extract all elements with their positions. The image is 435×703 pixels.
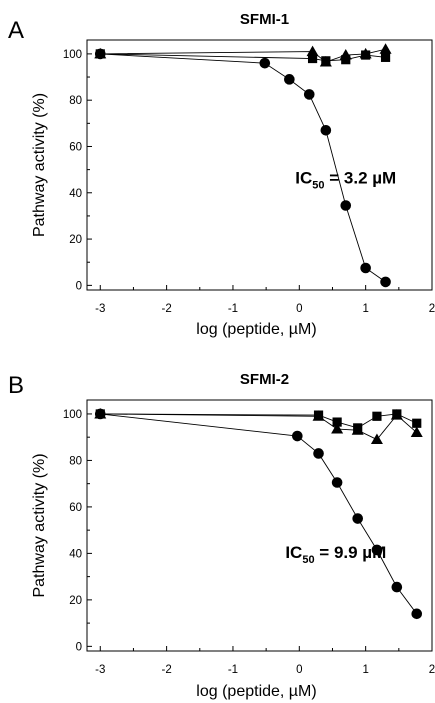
y-tick-label: 80 <box>69 455 82 467</box>
data-point-circle <box>340 200 352 211</box>
data-point-circle <box>313 448 324 459</box>
x-tick-label: -2 <box>161 664 171 676</box>
x-axis-label: log (peptide, µM) <box>196 321 316 338</box>
data-point-circle <box>371 544 383 556</box>
data-point-square <box>372 411 382 421</box>
data-point-circle <box>360 262 371 274</box>
y-tick-label: 80 <box>69 95 82 107</box>
x-tick-label: -3 <box>95 664 105 676</box>
data-point-square <box>380 52 391 62</box>
y-axis-label: Pathway activity (%) <box>31 93 48 237</box>
data-point-circle <box>284 74 295 85</box>
x-axis-label: log (peptide, µM) <box>196 683 316 700</box>
panel-a: A SFMI-1 0 20 40 60 80 100 -3 -2 -1 0 1 2 log (peptide… <box>8 11 435 338</box>
ic50-annotation: IC50 = 9.9 µM <box>285 543 386 566</box>
data-point-circle <box>292 430 303 442</box>
x-tick-label: -3 <box>95 303 105 315</box>
x-tick-label: 0 <box>296 664 302 676</box>
y-tick-label: 60 <box>69 141 82 153</box>
data-point-triangle <box>331 423 344 434</box>
data-point-triangle <box>94 47 107 59</box>
panel-b: B SFMI-2 0 20 40 60 80 100 -3 -2 -1 0 1 2 log (peptide… <box>8 371 435 700</box>
series-line-circle <box>100 413 418 615</box>
data-point-triangle <box>410 426 423 438</box>
data-point-circle <box>303 89 315 100</box>
panel-letter: B <box>8 372 24 399</box>
data-point-triangle <box>312 410 325 421</box>
data-point-triangle <box>359 47 372 59</box>
panel-letter: A <box>8 17 24 44</box>
x-tick-label: -1 <box>228 664 238 676</box>
x-tick-label: -1 <box>228 303 238 315</box>
data-point-circle <box>331 477 343 488</box>
data-point-triangle <box>370 433 383 445</box>
data-point-triangle <box>319 55 332 67</box>
data-point-circle <box>352 513 363 524</box>
y-tick-label: 20 <box>69 595 82 607</box>
chart-title: SFMI-2 <box>240 371 289 388</box>
y-tick-label: 40 <box>69 548 82 560</box>
y-tick-label: 20 <box>69 234 82 246</box>
data-point-circle <box>391 581 403 593</box>
plot-frame <box>86 399 433 652</box>
y-tick-label: 60 <box>69 502 82 514</box>
data-point-triangle <box>351 424 364 435</box>
data-point-circle <box>380 276 391 288</box>
data-point-square <box>332 417 342 427</box>
data-point-triangle <box>94 407 107 419</box>
x-tick-label: 2 <box>429 303 435 315</box>
data-point-square <box>412 418 422 428</box>
x-tick-label: -2 <box>161 303 171 315</box>
plot-frame <box>86 39 433 291</box>
y-tick-label: 100 <box>63 49 82 61</box>
y-axis-label: Pathway activity (%) <box>31 453 48 597</box>
x-tick-label: 1 <box>362 664 368 676</box>
data-point-triangle <box>390 409 403 420</box>
y-tick-label: 40 <box>69 188 82 200</box>
data-point-square <box>341 55 351 65</box>
x-tick-label: 0 <box>296 303 302 315</box>
data-point-circle <box>411 608 423 620</box>
data-point-triangle <box>306 45 319 57</box>
y-tick-label: 100 <box>63 409 82 421</box>
data-point-triangle <box>379 43 392 54</box>
x-tick-label: 2 <box>429 664 435 676</box>
data-point-circle <box>259 57 271 69</box>
y-tick-label: 0 <box>76 280 82 292</box>
x-tick-label: 1 <box>362 303 368 315</box>
series-line-triangle <box>100 413 418 441</box>
y-tick-label: 0 <box>76 641 82 653</box>
data-point-triangle <box>339 49 352 60</box>
chart-title: SFMI-1 <box>240 11 289 28</box>
data-point-square <box>307 53 318 64</box>
data-point-circle <box>320 124 332 136</box>
ic50-annotation: IC50 = 3.2 µM <box>295 169 396 192</box>
